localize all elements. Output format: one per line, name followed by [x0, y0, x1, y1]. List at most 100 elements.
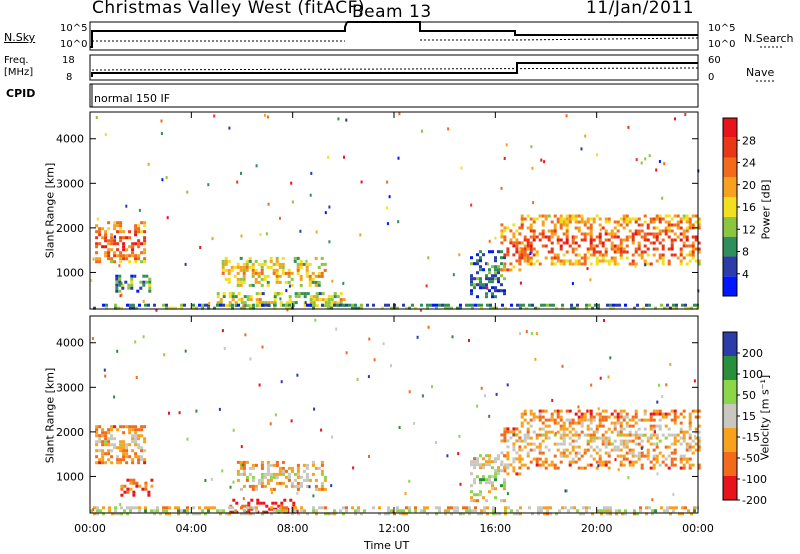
velocity-cell [123, 509, 126, 513]
velocity-cell [597, 509, 600, 513]
velocity-cell [589, 454, 593, 458]
velocity-cell [509, 463, 513, 467]
velocity-cell [447, 509, 450, 513]
power-cell [270, 301, 274, 305]
power-cell [281, 271, 285, 275]
power-cell [562, 232, 566, 236]
power-cell [568, 220, 572, 224]
power-cell [663, 306, 666, 310]
velocity-cell [242, 466, 246, 470]
power-cell [128, 236, 132, 240]
velocity-cell [582, 506, 585, 510]
power-cell [293, 259, 297, 263]
power-cell [224, 262, 228, 266]
velocity-cell [426, 506, 429, 510]
velocity-cell [272, 475, 276, 479]
power-cell [125, 254, 129, 258]
power-cell [654, 306, 657, 310]
velocity-cell [323, 487, 327, 491]
power-cell [637, 241, 641, 245]
velocity-cell [667, 466, 671, 470]
velocity-cell [606, 506, 609, 510]
velocity-cell [688, 433, 692, 437]
power-cell [565, 223, 569, 227]
power-cell [526, 226, 530, 230]
velocity-region [520, 409, 701, 470]
power-cell [426, 306, 429, 310]
velocity-cell [128, 425, 132, 429]
velocity-cell [658, 409, 662, 413]
velocity-cell [577, 415, 581, 419]
power-speck [186, 190, 189, 194]
power-cell [688, 217, 692, 221]
power-cell [691, 256, 695, 260]
velocity-cell [595, 412, 599, 416]
power-cell [249, 306, 252, 310]
velocity-cell [284, 469, 288, 473]
power-cell [260, 283, 264, 287]
velocity-cell [622, 445, 626, 449]
power-cell [550, 220, 554, 224]
velocity-cell [320, 487, 324, 491]
velocity-cell [550, 415, 554, 419]
velocity-cell [601, 415, 605, 419]
velocity-cell [177, 509, 180, 513]
velocity-speck [421, 394, 424, 398]
velocity-cell [669, 512, 672, 516]
velocity-cell [266, 460, 270, 464]
power-cell [550, 250, 554, 254]
power-cell [115, 277, 119, 281]
power-cell [114, 303, 117, 307]
freq-label: Freq. [4, 55, 29, 66]
power-cell [183, 303, 186, 307]
power-cell [128, 245, 132, 249]
power-cell [479, 283, 482, 287]
power-cell [494, 289, 497, 293]
velocity-cell [613, 439, 617, 443]
power-cell [127, 286, 131, 290]
power-cell [128, 254, 132, 258]
velocity-cell [624, 509, 627, 513]
velocity-cell [691, 445, 695, 449]
power-cell [592, 217, 596, 221]
velocity-cell [393, 512, 396, 516]
velocity-cell [509, 430, 513, 434]
velocity-cell [574, 421, 578, 425]
velocity-cell [583, 466, 587, 470]
power-cell [315, 292, 319, 296]
power-cell [476, 277, 479, 281]
power-cell [676, 226, 680, 230]
power-cell [494, 286, 497, 290]
velocity-cell [547, 463, 551, 467]
velocity-region [120, 478, 154, 497]
velocity-cell [693, 509, 696, 513]
power-cell [512, 253, 516, 257]
power-cell [305, 274, 309, 278]
power-cell [110, 239, 114, 243]
velocity-cell [546, 506, 549, 510]
velocity-cell [120, 512, 123, 516]
power-cell [550, 247, 554, 251]
velocity-cell [691, 451, 695, 455]
power-cell [661, 244, 665, 248]
power-cell [107, 257, 111, 261]
power-cell [598, 232, 602, 236]
velocity-speck [119, 503, 122, 506]
velocity-speck [116, 349, 119, 353]
power-cell [494, 259, 497, 263]
velocity-cell [138, 506, 141, 510]
power-cell [257, 274, 261, 278]
velocity-cell [571, 433, 575, 437]
power-speck [309, 193, 312, 197]
power-cell [619, 250, 623, 254]
power-cell [500, 232, 504, 236]
velocity-cell [494, 457, 497, 461]
power-cell [595, 262, 599, 266]
velocity-cell [688, 412, 692, 416]
velocity-cell [598, 454, 602, 458]
power-cell [140, 230, 144, 234]
power-cell [565, 250, 569, 254]
velocity-cell [300, 509, 303, 513]
velocity-cell [396, 506, 399, 510]
power-cell [518, 253, 522, 257]
